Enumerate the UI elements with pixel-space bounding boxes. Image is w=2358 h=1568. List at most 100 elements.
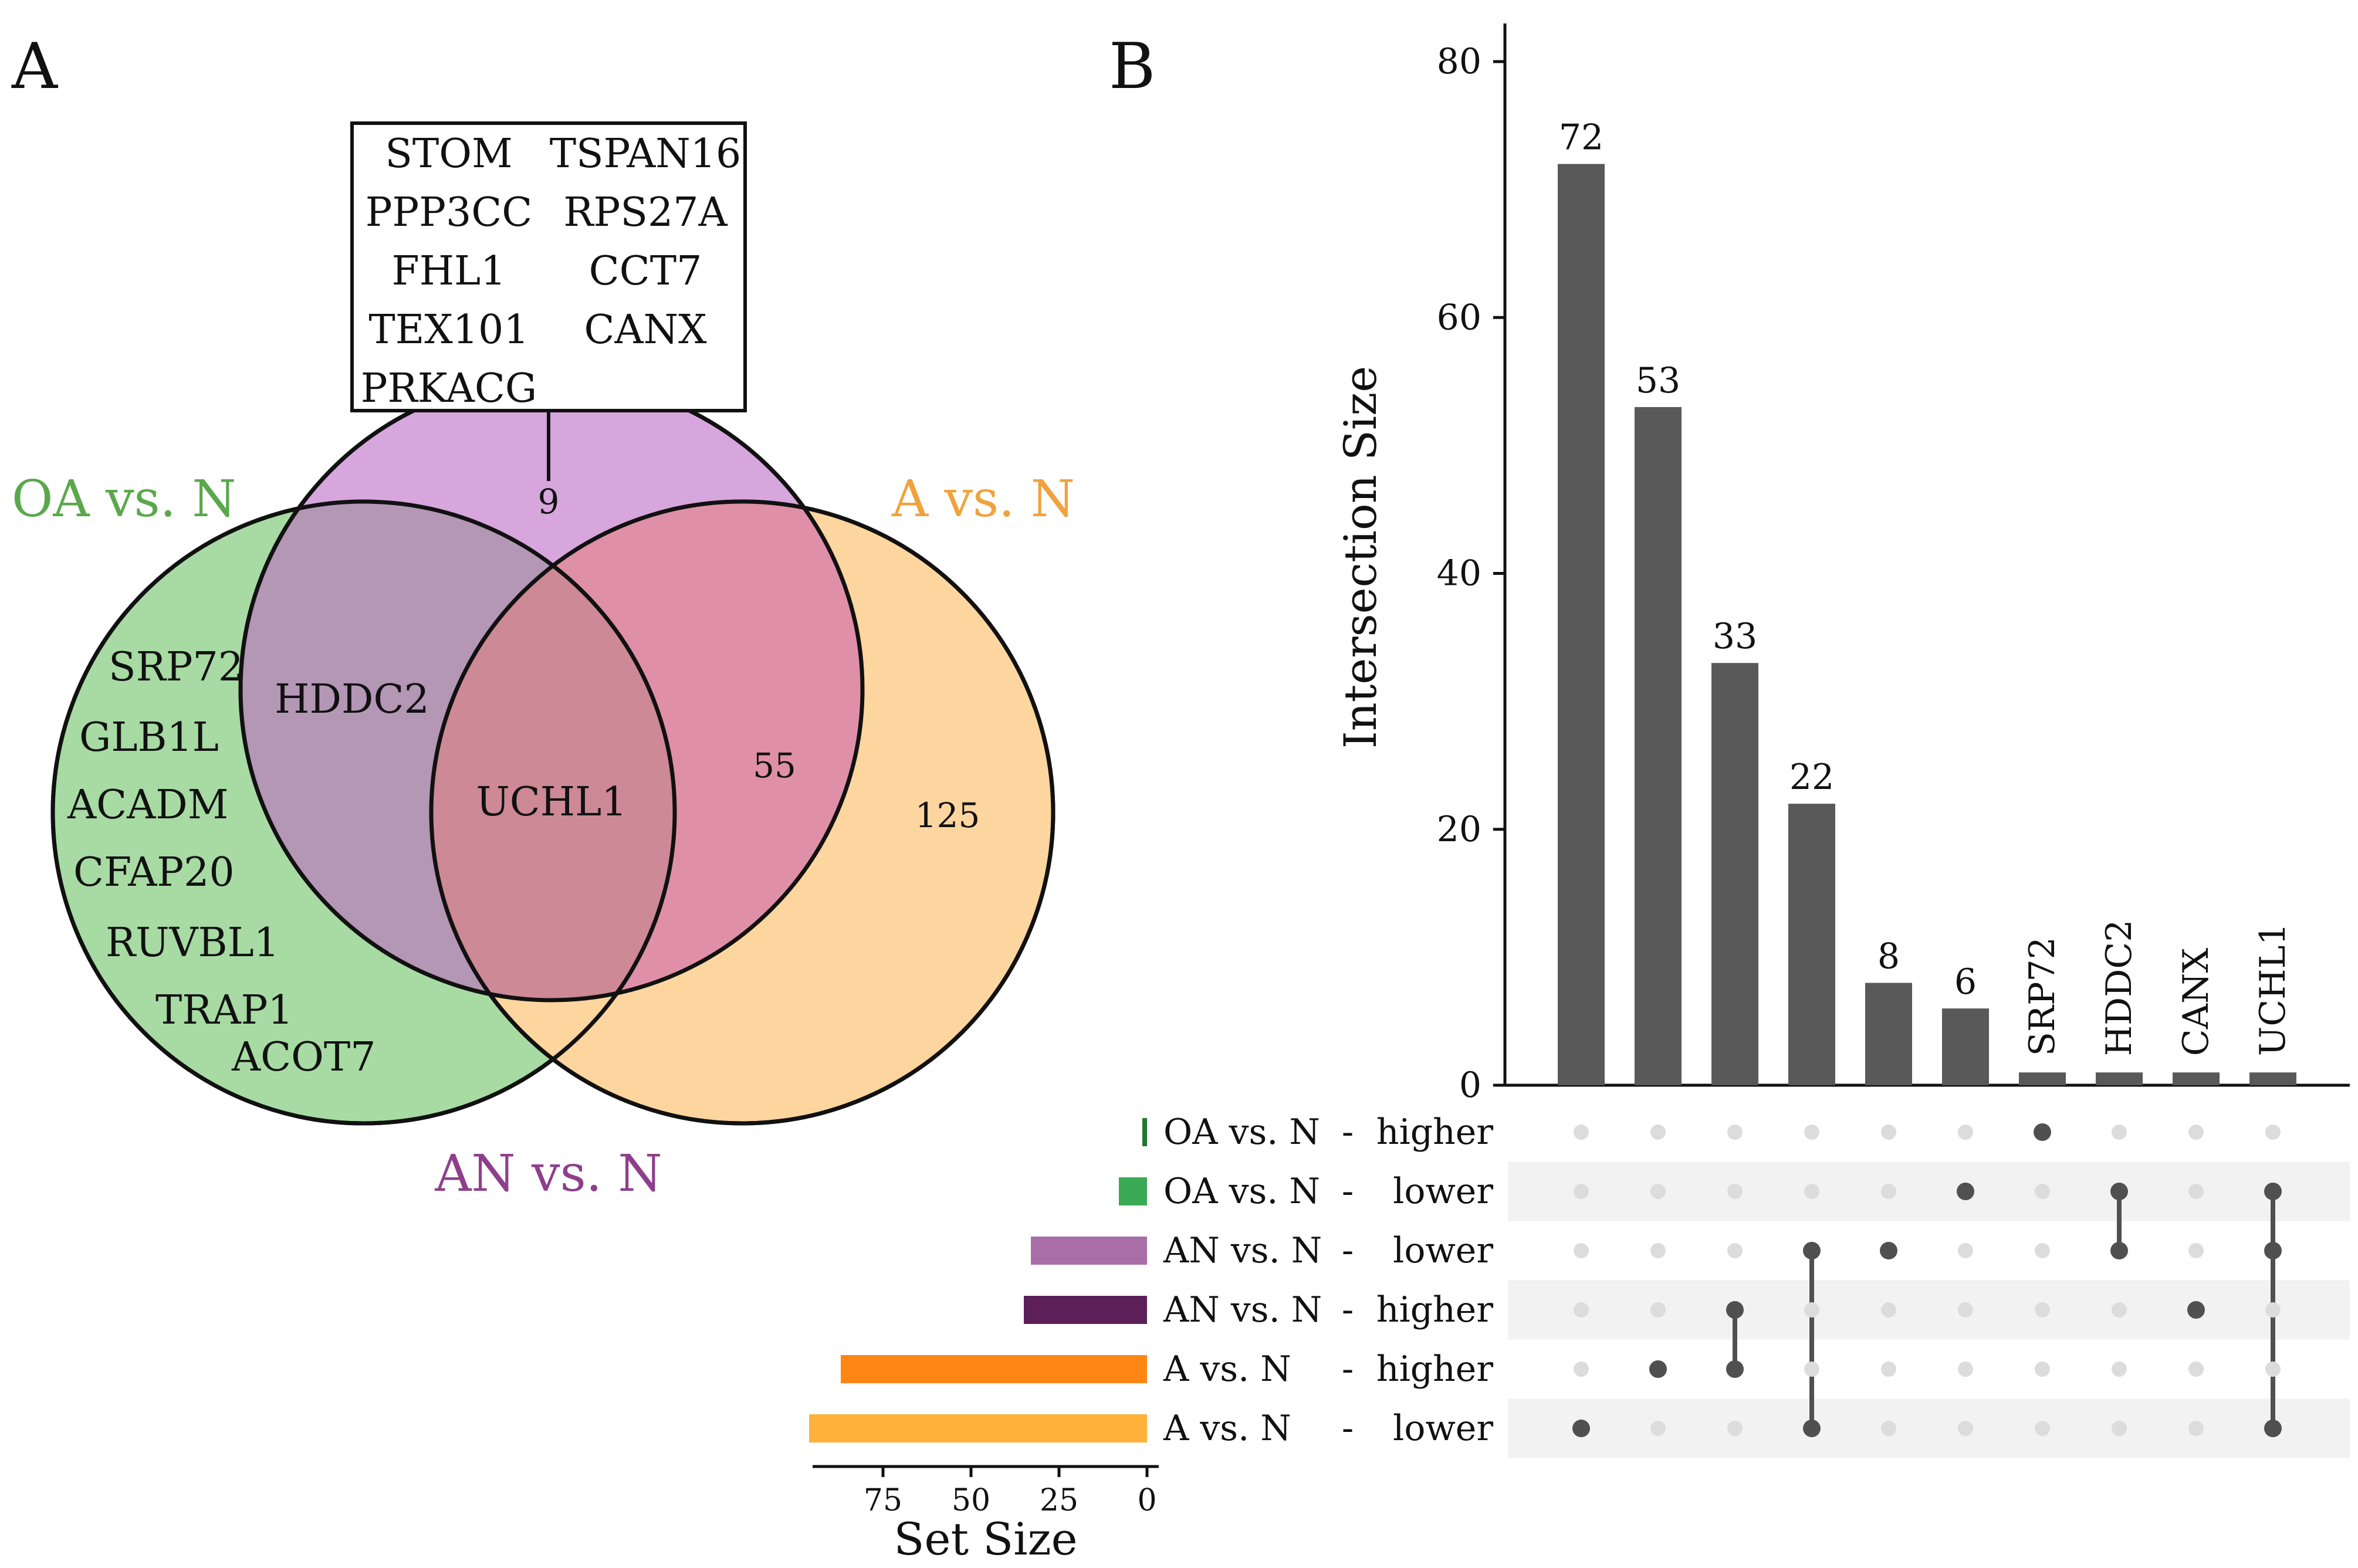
set-size-bar (1024, 1296, 1147, 1324)
callout-gene: CCT7 (589, 248, 702, 294)
set-row-direction: lower (1393, 1408, 1493, 1449)
matrix-dot-inactive (1727, 1243, 1743, 1258)
matrix-dot-inactive (2265, 1302, 2281, 1318)
oa-gene: TRAP1 (155, 987, 293, 1034)
y-tick-label: 80 (1437, 41, 1481, 82)
matrix-dot-active (2110, 1183, 2128, 1200)
matrix-dot-active (1572, 1420, 1590, 1437)
panel-a: A (11, 30, 1075, 1203)
set-size-tick-label: 75 (864, 1483, 902, 1518)
set-size-bar (1031, 1237, 1147, 1265)
callout-gene: RPS27A (563, 189, 728, 236)
set-row-separator: - (1342, 1230, 1354, 1271)
matrix-dot-inactive (2112, 1125, 2127, 1140)
set-size-tick-label: 25 (1040, 1483, 1078, 1518)
intersection-bar (2249, 1072, 2296, 1085)
matrix-dot-inactive (1574, 1243, 1589, 1258)
callout-gene: TSPAN16 (550, 131, 742, 177)
matrix-dot-inactive (2112, 1302, 2127, 1318)
set-size-tick-label: 0 (1137, 1483, 1156, 1518)
venn-label-oa: OA vs. N (12, 470, 236, 529)
set-size-bar (841, 1355, 1147, 1383)
matrix-dot-inactive (1958, 1421, 1973, 1436)
intersection-bar (1865, 983, 1912, 1085)
set-size-bar (1142, 1118, 1147, 1146)
bar-value-label: 8 (1877, 936, 1900, 977)
venn-outline-a (429, 499, 1055, 1126)
oa-gene: CFAP20 (73, 849, 235, 896)
set-row-label: OA vs. N (1163, 1171, 1320, 1212)
matrix-dot-inactive (2265, 1362, 2281, 1377)
matrix-dot-active (2187, 1301, 2205, 1319)
set-row-label: AN vs. N (1163, 1230, 1322, 1271)
matrix-dot-inactive (1650, 1243, 1666, 1258)
matrix-dot-active (1880, 1242, 1897, 1259)
count-a-only: 125 (915, 795, 980, 835)
set-size-axis-title: Set Size (894, 1513, 1077, 1565)
matrix-dot-inactive (1574, 1302, 1589, 1318)
bar-value-label: 53 (1636, 360, 1680, 401)
matrix-dot-inactive (2188, 1243, 2204, 1258)
callout-gene: STOM (385, 131, 512, 177)
intersection-bar (2096, 1072, 2143, 1085)
matrix-dot-inactive (1881, 1184, 1896, 1199)
set-size-bar (1119, 1177, 1147, 1205)
matrix-dot-inactive (2035, 1302, 2050, 1318)
oa-gene: RUVBL1 (106, 920, 279, 966)
bar-value-label: 33 (1713, 616, 1757, 657)
set-row-label: AN vs. N (1163, 1289, 1322, 1330)
set-size-bar (809, 1414, 1147, 1442)
intersection-bar (1558, 164, 1605, 1085)
y-axis-title: Intersection Size (1334, 366, 1386, 749)
set-row-direction: higher (1376, 1289, 1493, 1330)
set-row-separator: - (1342, 1112, 1354, 1153)
matrix-dot-active (1726, 1360, 1744, 1378)
count-an-a: 55 (753, 746, 796, 785)
set-row-label: A vs. N (1163, 1408, 1291, 1449)
panel-a-letter: A (11, 30, 59, 103)
matrix-dot-inactive (1727, 1125, 1743, 1140)
matrix-dot-inactive (1727, 1421, 1743, 1436)
callout-gene: PRKACG (361, 365, 537, 412)
matrix-dot-active (2264, 1183, 2282, 1200)
oa-gene: GLB1L (79, 714, 219, 761)
y-tick-label: 0 (1459, 1065, 1481, 1106)
matrix-dot-inactive (1804, 1184, 1819, 1199)
set-row-separator: - (1342, 1408, 1354, 1449)
matrix-row-band (1508, 1161, 2350, 1221)
bar-gene-label: SRP72 (2022, 937, 2063, 1056)
matrix-dot-inactive (2112, 1421, 2127, 1436)
matrix-dot-inactive (1881, 1421, 1896, 1436)
set-row-separator: - (1342, 1171, 1354, 1212)
intersection-bar (1635, 407, 1682, 1085)
matrix-dot-active (1803, 1242, 1821, 1259)
set-row-direction: lower (1393, 1230, 1493, 1271)
callout-gene-list: STOM TSPAN16 PPP3CC RPS27A FHL1 CCT7 TEX… (361, 131, 742, 412)
matrix-dot-inactive (2035, 1243, 2050, 1258)
matrix-dot-inactive (2188, 1184, 2204, 1199)
matrix-dot-inactive (1804, 1125, 1819, 1140)
matrix-dot-inactive (1574, 1125, 1589, 1140)
bar-gene-label: CANX (2176, 947, 2217, 1056)
matrix-dot-inactive (1804, 1362, 1819, 1377)
matrix-dot-active (2110, 1242, 2128, 1259)
matrix-dot-inactive (1958, 1243, 1973, 1258)
matrix-dot-inactive (2265, 1125, 2281, 1140)
matrix-dot-inactive (1650, 1125, 1666, 1140)
bar-gene-label: HDDC2 (2099, 920, 2140, 1056)
matrix-dot-inactive (2035, 1421, 2050, 1436)
matrix-dot-active (1726, 1301, 1744, 1319)
callout-gene: PPP3CC (366, 189, 533, 236)
matrix-dot-active (2264, 1420, 2282, 1437)
upset-plot: 0 20 40 60 80 72 53 33 22 8 6 SRP72 HDDC2 CANX UCHL1 OA… (809, 23, 2350, 1565)
callout-gene: CANX (584, 307, 707, 353)
set-row-label: A vs. N (1163, 1349, 1291, 1390)
all-three-gene: UCHL1 (476, 779, 627, 825)
matrix-dot-inactive (1574, 1184, 1589, 1199)
oa-an-gene: HDDC2 (275, 676, 429, 723)
matrix-row-band (1508, 1280, 2350, 1340)
oa-gene: ACADM (67, 782, 228, 828)
intersection-bar (2019, 1072, 2066, 1085)
matrix-dot-active (2034, 1123, 2051, 1141)
